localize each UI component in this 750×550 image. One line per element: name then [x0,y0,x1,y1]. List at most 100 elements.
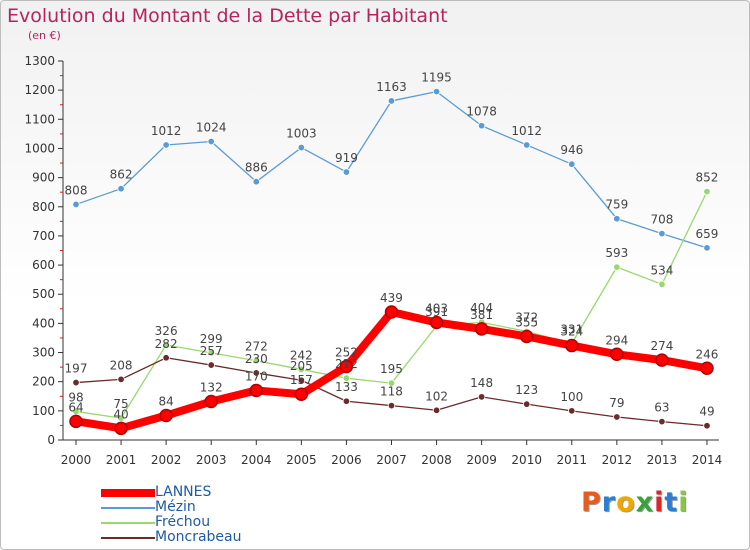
data-label-moncrabeau: 123 [515,383,538,397]
data-label-frechou: 272 [245,340,268,354]
data-label-moncrabeau: 63 [654,401,669,415]
data-label-frechou: 404 [470,301,493,315]
data-label-frechou: 75 [113,397,128,411]
data-label-moncrabeau: 257 [200,344,223,358]
x-tick-label: 2009 [466,453,497,467]
data-label-lannes: 403 [425,302,448,316]
data-point-moncrabeau [432,406,441,414]
y-tick-label: 500 [32,287,55,301]
data-label-moncrabeau: 282 [155,337,178,351]
logo-letter: r [601,487,617,518]
legend-item-moncrabeau: Moncrabeau [101,530,242,545]
data-point-lannes [474,322,489,336]
data-label-frechou: 852 [696,171,719,185]
data-label-mezin: 659 [696,227,719,241]
data-point-moncrabeau [703,422,711,430]
data-label-mezin: 1003 [286,127,317,141]
legend-swatch [101,536,155,539]
data-label-frechou: 195 [380,362,403,376]
data-point-lannes [339,359,354,374]
legend-label: LANNES [155,484,212,500]
data-label-lannes: 64 [68,400,83,414]
chart-subtitle: (en €) [28,29,61,42]
data-label-mezin: 808 [65,183,88,197]
data-label-mezin: 1195 [421,71,452,85]
data-label-frechou: 326 [155,324,178,338]
data-label-frechou: 391 [425,305,448,319]
data-label-lannes: 84 [158,395,173,409]
x-tick-label: 2010 [511,453,542,467]
data-point-moncrabeau [658,417,666,426]
data-label-lannes: 252 [335,346,358,360]
legend-swatch [101,521,155,524]
data-point-frechou [658,280,666,289]
logo-letter: t [664,487,679,518]
data-point-lannes [429,315,444,330]
y-tick-label: 900 [32,171,55,185]
x-tick-label: 2006 [331,453,362,467]
logo-letter: P [581,487,602,518]
data-point-mezin [342,168,351,176]
proxiti-logo: Proxiti [581,487,689,518]
data-point-mezin [703,244,711,252]
y-tick-label: 400 [32,316,55,330]
data-label-mezin: 862 [110,168,133,182]
data-point-moncrabeau [477,393,486,401]
x-tick-label: 2013 [647,453,678,467]
data-point-lannes [114,421,128,436]
data-label-moncrabeau: 49 [699,405,714,419]
data-point-mezin [252,177,260,186]
y-tick-label: 300 [32,346,55,360]
data-label-moncrabeau: 197 [65,362,88,376]
data-label-moncrabeau: 230 [245,352,268,366]
data-point-frechou [342,374,351,382]
data-label-lannes: 246 [696,347,719,361]
data-label-mezin: 1012 [511,124,542,138]
data-label-moncrabeau: 205 [290,359,313,373]
x-tick-label: 2003 [196,453,227,467]
data-point-mezin [658,229,666,238]
data-point-mezin [477,122,486,130]
data-label-lannes: 294 [605,333,628,347]
data-label-moncrabeau: 102 [425,389,448,403]
y-tick-label: 600 [32,258,55,272]
data-point-mezin [117,184,125,193]
data-point-moncrabeau [568,407,576,415]
data-label-moncrabeau: 79 [609,396,624,410]
series-line-mezin [75,90,708,249]
data-point-lannes [384,305,399,319]
x-tick-label: 2014 [692,453,723,467]
x-tick-label: 2004 [241,453,272,467]
y-tick-label: 100 [32,404,55,418]
data-point-mezin [72,200,80,209]
data-point-lannes [69,414,83,429]
data-point-lannes [610,347,624,362]
data-point-mezin [613,215,621,223]
chart-title: Evolution du Montant de la Dette par Hab… [7,5,448,27]
logo-letter: i [678,487,689,518]
data-point-mezin [568,160,576,168]
y-tick-label: 800 [32,200,55,214]
x-tick-label: 2012 [602,453,633,467]
data-label-moncrabeau: 118 [380,385,403,399]
data-point-frechou [162,341,170,349]
legend-label: Fréchou [155,514,211,530]
data-label-frechou: 299 [200,332,223,346]
data-label-frechou: 212 [335,357,358,371]
chart-axes: 0 100 200 300 400 500 600 700 800 900 1000 1100 1200… [24,54,722,467]
y-tick-label: 1100 [24,112,55,126]
data-point-frechou [613,263,621,271]
y-tick-label: 200 [32,375,55,389]
data-point-moncrabeau [117,375,125,384]
legend-item-mezin: Mézin [101,500,242,515]
y-tick-label: 1200 [24,83,55,97]
data-label-lannes: 274 [650,339,673,353]
data-label-mezin: 886 [245,161,268,175]
data-label-mezin: 946 [560,143,583,157]
series-layer [69,87,714,436]
data-point-mezin [297,143,306,152]
data-point-frechou [252,357,260,365]
x-tick-label: 2008 [421,453,452,467]
data-point-moncrabeau [387,401,396,410]
logo-letter: i [654,487,665,518]
